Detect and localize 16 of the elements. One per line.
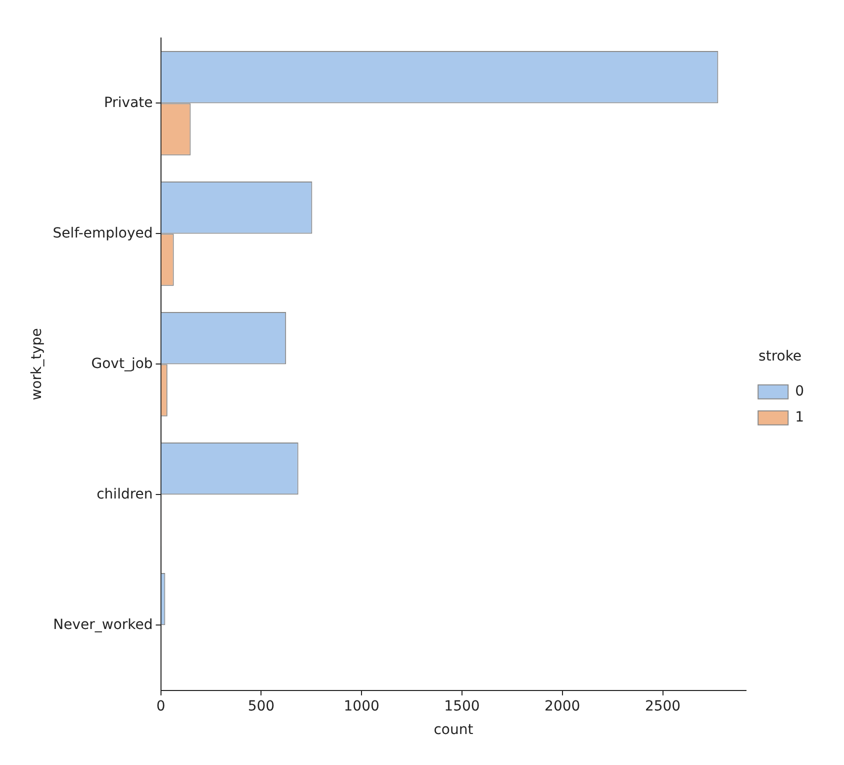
x-tick-label: 2500 <box>644 698 681 714</box>
y-tick-label: Never_worked <box>53 616 153 633</box>
legend-label: 0 <box>795 384 804 400</box>
x-tick-label: 1000 <box>344 698 380 714</box>
legend-label: 1 <box>795 410 804 426</box>
y-tick-label: Govt_job <box>91 356 153 372</box>
y-axis-title: work_type <box>29 328 46 400</box>
legend-title: stroke <box>758 348 802 365</box>
y-tick-label: children <box>96 486 153 502</box>
x-tick-label: 0 <box>156 698 166 714</box>
y-tick-label: Private <box>104 94 153 111</box>
x-tick-label: 1500 <box>444 698 480 714</box>
y-tick-label: Self-employed <box>52 225 153 242</box>
x-tick-label: 2000 <box>544 698 580 714</box>
x-tick-label: 500 <box>248 698 275 714</box>
x-axis-title: count <box>434 722 474 738</box>
